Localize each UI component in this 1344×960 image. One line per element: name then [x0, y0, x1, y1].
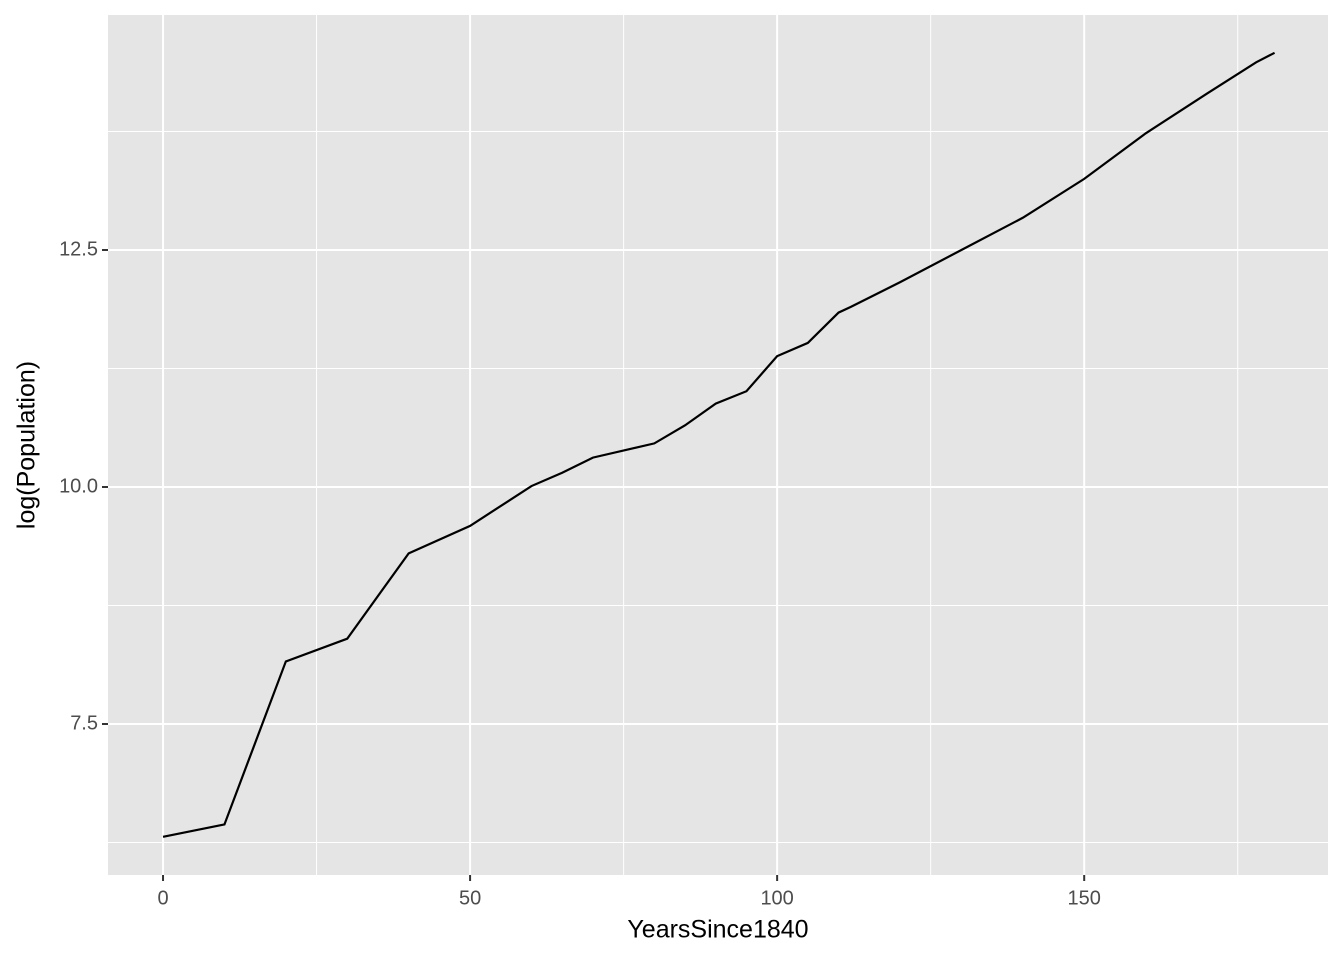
- y-axis-title: log(Population): [13, 361, 41, 529]
- y-tick-label: 10.0: [59, 475, 98, 497]
- x-tick-label: 0: [157, 887, 168, 909]
- y-tick-label: 7.5: [70, 712, 98, 734]
- x-tick-label: 150: [1068, 887, 1101, 909]
- x-tick-label: 100: [760, 887, 793, 909]
- x-tick-label: 50: [459, 887, 481, 909]
- line: [162, 51, 1276, 838]
- panel: [108, 15, 1328, 875]
- y-tick-label: 12.5: [59, 238, 98, 260]
- x-axis-title: YearsSince1840: [627, 916, 808, 944]
